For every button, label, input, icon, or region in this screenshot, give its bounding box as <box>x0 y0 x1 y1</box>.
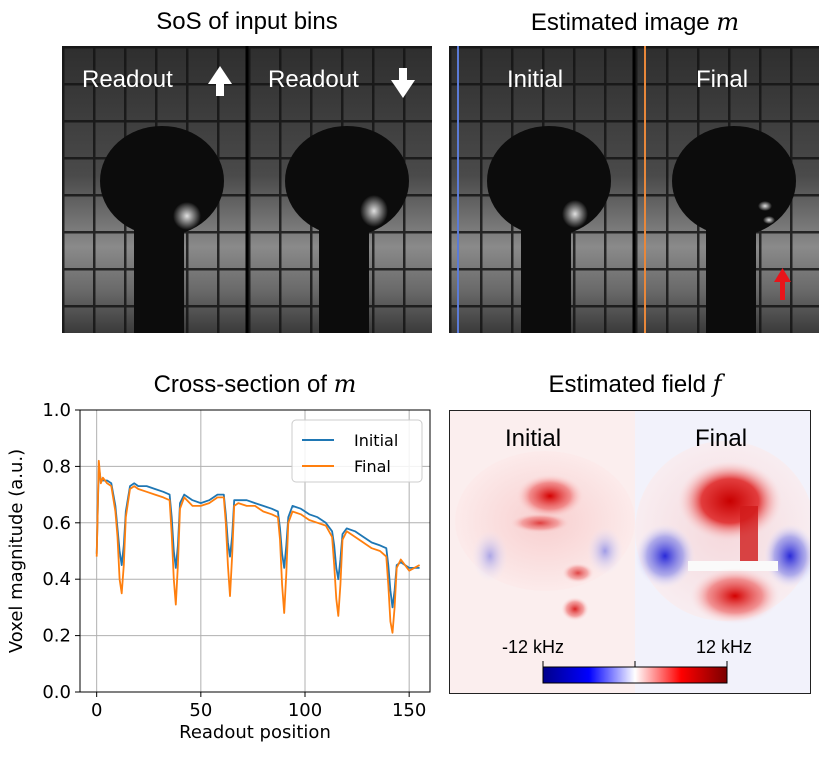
field-initial <box>455 451 635 621</box>
legend-label-initial: Initial <box>354 431 398 450</box>
chart-frame <box>79 409 431 693</box>
field-final <box>635 441 810 624</box>
estimated-field-panel-title: Estimated field f <box>548 370 722 398</box>
chart-ticks: 0 50 100 150 0.0 0.2 0.4 0.6 0.8 1.0 <box>42 400 426 721</box>
y-tick-label: 0.6 <box>42 513 71 534</box>
sos-panel-title: SoS of input bins <box>156 8 338 35</box>
phantom-final <box>672 126 796 333</box>
chart-legend: Initial Final <box>291 419 423 483</box>
estimated-image-panel-title: Estimated image m <box>530 8 740 36</box>
estimated-field-panel: Initial Final -12 kHz 12 kHz <box>449 410 811 694</box>
series-line-final <box>95 459 421 634</box>
estimated-image-svg <box>449 46 819 333</box>
field-map-svg <box>450 411 810 693</box>
series-line-initial <box>95 465 420 609</box>
x-tick-label: 0 <box>91 700 102 721</box>
colorbar <box>542 666 728 684</box>
field-initial-label: Initial <box>505 425 562 452</box>
symbol-m: m <box>333 370 357 398</box>
sos-image-svg <box>62 46 432 333</box>
cross-section-chart: 0 50 100 150 0.0 0.2 0.4 0.6 0.8 1.0 Readout posi… <box>6 400 431 743</box>
phantom-right <box>285 126 409 333</box>
arrow-up-icon <box>208 66 232 96</box>
colorbar-min-label: -12 kHz <box>502 637 565 657</box>
symbol-f: f <box>712 370 722 398</box>
field-final-label: Final <box>695 425 748 452</box>
symbol-m: m <box>716 8 740 36</box>
cross-section-panel-title: Cross-section of m <box>153 370 357 398</box>
y-tick-label: 0.2 <box>42 626 71 647</box>
y-tick-label: 0.0 <box>42 682 71 703</box>
arrow-down-icon <box>391 68 415 98</box>
colorbar-max-label: 12 kHz <box>696 637 753 657</box>
x-tick-label: 150 <box>392 700 426 721</box>
chart-series <box>95 459 421 634</box>
phantom-initial <box>487 126 611 333</box>
red-arrow-icon <box>774 268 791 300</box>
sos-right-label: Readout <box>268 66 359 93</box>
legend-label-final: Final <box>354 457 391 476</box>
estimated-image-panel: Initial Final <box>449 46 819 333</box>
estimated-image-final-label: Final <box>696 66 749 93</box>
y-tick-label: 0.4 <box>42 569 71 590</box>
sos-left-label: Readout <box>82 66 173 93</box>
x-tick-label: 50 <box>189 700 212 721</box>
sos-image-panel: Readout Readout <box>62 46 432 333</box>
y-axis-label: Voxel magnitude (a.u.) <box>6 449 27 653</box>
x-axis-label: Readout position <box>179 722 331 743</box>
x-tick-label: 100 <box>288 700 322 721</box>
y-tick-label: 1.0 <box>42 400 71 421</box>
phantom-left <box>100 126 224 333</box>
estimated-image-initial-label: Initial <box>507 66 564 93</box>
y-tick-label: 0.8 <box>42 456 71 477</box>
